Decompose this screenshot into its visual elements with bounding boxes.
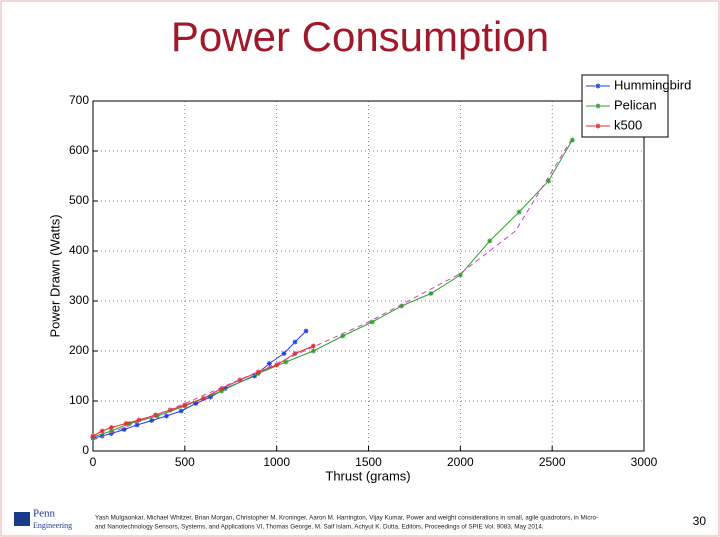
data-point — [310, 343, 316, 349]
series-line — [92, 140, 571, 441]
logo-text: Penn — [33, 508, 56, 520]
logo-shield — [14, 512, 30, 526]
legend-marker — [595, 103, 601, 109]
data-point — [163, 413, 169, 419]
data-point — [281, 351, 287, 356]
data-point — [154, 413, 160, 419]
data-point — [283, 359, 289, 365]
data-point — [545, 178, 551, 184]
y-tick-label: 700 — [69, 93, 89, 107]
data-point — [178, 408, 184, 414]
legend-marker — [595, 83, 601, 89]
y-tick-label: 500 — [69, 193, 89, 207]
data-point — [274, 362, 280, 368]
y-axis-label: Power Drawn (Watts) — [47, 214, 62, 337]
data-point — [487, 238, 493, 244]
x-tick-label: 2000 — [447, 455, 474, 469]
data-point — [252, 373, 258, 379]
data-point — [457, 272, 463, 278]
y-tick-label: 100 — [69, 393, 89, 407]
data-point — [369, 319, 375, 325]
legend-label: k500 — [614, 117, 642, 132]
legend-label: Hummingbird — [614, 77, 691, 92]
data-point — [340, 333, 346, 339]
series-line — [92, 330, 307, 439]
data-point — [136, 417, 142, 423]
y-tick-label: 400 — [69, 243, 89, 257]
data-point — [149, 418, 155, 423]
data-point — [208, 394, 214, 400]
x-tick-label: 1000 — [263, 455, 290, 469]
data-point — [569, 137, 575, 143]
y-tick-label: 300 — [69, 293, 89, 307]
series-line — [92, 139, 573, 438]
data-point — [266, 361, 272, 366]
data-point — [134, 422, 140, 428]
legend-label: Pelican — [614, 97, 657, 112]
data-point — [516, 209, 522, 215]
data-point — [303, 328, 309, 334]
legend-marker — [595, 123, 601, 129]
x-tick-label: 3000 — [631, 455, 658, 469]
citation-line: and Nanotechnology Sensors, Systems, and… — [95, 524, 544, 531]
data-point — [219, 386, 225, 391]
data-point — [108, 425, 114, 430]
data-point — [182, 402, 188, 408]
data-point — [292, 351, 298, 356]
x-tick-label: 2500 — [539, 455, 566, 469]
data-point — [399, 303, 405, 309]
data-point — [310, 348, 316, 354]
data-point — [292, 339, 298, 345]
data-point — [167, 407, 173, 413]
data-point — [108, 428, 114, 434]
data-point — [121, 427, 127, 432]
data-point — [255, 369, 261, 375]
data-point — [193, 401, 199, 406]
page-number: 30 — [693, 514, 707, 528]
x-tick-label: 0 — [90, 455, 97, 469]
citation-line: Yash Mulgaonkar, Michael Whitzer, Brian … — [95, 515, 598, 522]
data-point — [222, 386, 228, 391]
plot-frame — [92, 100, 645, 452]
data-point — [123, 421, 129, 426]
y-tick-label: 200 — [69, 343, 89, 357]
data-point — [428, 291, 434, 296]
data-point — [127, 421, 133, 426]
y-tick-label: 0 — [82, 443, 89, 457]
y-tick-label: 600 — [69, 143, 89, 157]
x-tick-label: 500 — [175, 455, 195, 469]
x-axis-label: Thrust (grams) — [325, 468, 410, 483]
data-point — [99, 428, 105, 434]
data-point — [200, 396, 206, 401]
data-point — [237, 377, 243, 383]
x-tick-label: 1500 — [355, 455, 382, 469]
logo-subtext: Engineering — [33, 521, 72, 530]
chart-title: Power Consumption — [171, 13, 549, 60]
data-point — [90, 433, 96, 439]
